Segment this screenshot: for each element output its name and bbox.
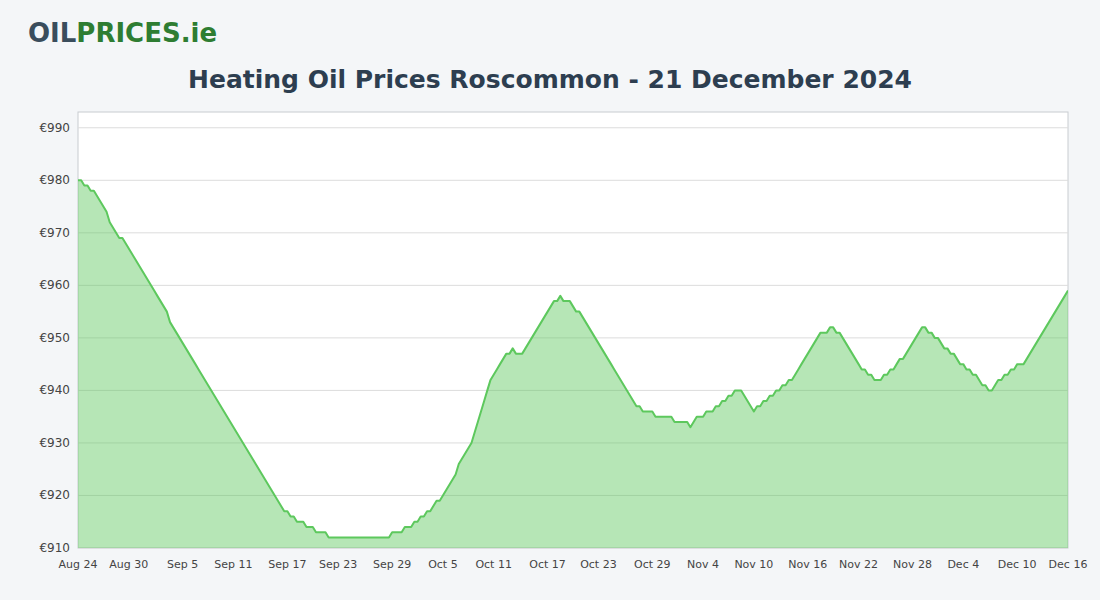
title: Heating Oil Prices Roscommon - 21 Decemb…	[188, 65, 912, 94]
y-tick-label: €950	[39, 331, 70, 345]
x-tick-label: Dec 10	[998, 558, 1037, 571]
x-tick-label: Nov 22	[839, 558, 878, 571]
logo: OILPRICES.ie	[28, 18, 217, 48]
grid-line	[78, 285, 1068, 286]
y-tick-label: €910	[39, 541, 70, 555]
chart-svg: OILPRICES.ie Heating Oil Prices Roscommon…	[0, 0, 1100, 600]
x-tick-label: Sep 23	[319, 558, 357, 571]
x-tick-label: Sep 17	[268, 558, 306, 571]
plot-frame	[78, 112, 1068, 548]
x-tick-label: Oct 29	[634, 558, 671, 571]
x-tick-label: Nov 16	[788, 558, 827, 571]
chart-container: OILPRICES.ie Heating Oil Prices Roscommon…	[0, 0, 1100, 600]
x-tick-label: Nov 4	[687, 558, 719, 571]
y-tick-label: €990	[39, 121, 70, 135]
x-tick-label: Nov 10	[734, 558, 773, 571]
x-axis: Aug 24 Aug 30 Sep 5 Sep 11 Sep 17 Sep 23 Sep 2…	[59, 558, 1088, 571]
logo-part: PRICES	[76, 18, 180, 48]
area	[78, 180, 1068, 548]
y-tick-label: €980	[39, 173, 70, 187]
x-tick-label: Oct 17	[529, 558, 566, 571]
x-tick-label: Oct 5	[428, 558, 458, 571]
x-tick-label: Dec 4	[947, 558, 979, 571]
x-tick-label: Aug 24	[59, 558, 98, 571]
x-tick-label: Oct 23	[580, 558, 617, 571]
grid-line	[78, 127, 1068, 128]
y-tick-label: €930	[39, 436, 70, 450]
y-tick-label: €970	[39, 226, 70, 240]
x-tick-label: Sep 11	[214, 558, 252, 571]
x-tick-label: Dec 16	[1049, 558, 1088, 571]
y-tick-label: €940	[39, 383, 70, 397]
grid-line	[78, 180, 1068, 181]
logo-part: .ie	[181, 18, 217, 48]
y-axis: €910 €920 €930 €940 €950 €960 €970 €980 €990	[39, 121, 1068, 555]
line	[78, 180, 1068, 537]
y-tick-label: €960	[39, 278, 70, 292]
x-tick-label: Nov 28	[893, 558, 932, 571]
x-tick-label: Sep 29	[373, 558, 411, 571]
grid-line	[78, 232, 1068, 233]
x-tick-label: Sep 5	[167, 558, 198, 571]
x-tick-label: Aug 30	[109, 558, 148, 571]
y-tick-label: €920	[39, 488, 70, 502]
series-group	[78, 180, 1068, 548]
logo-part: OIL	[28, 18, 76, 48]
x-tick-label: Oct 11	[475, 558, 512, 571]
